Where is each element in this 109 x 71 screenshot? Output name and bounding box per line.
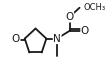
- Text: OCH₃: OCH₃: [84, 3, 106, 12]
- Text: O: O: [65, 12, 74, 22]
- Text: O: O: [81, 26, 89, 36]
- Text: O: O: [12, 34, 20, 44]
- Text: N: N: [53, 34, 61, 44]
